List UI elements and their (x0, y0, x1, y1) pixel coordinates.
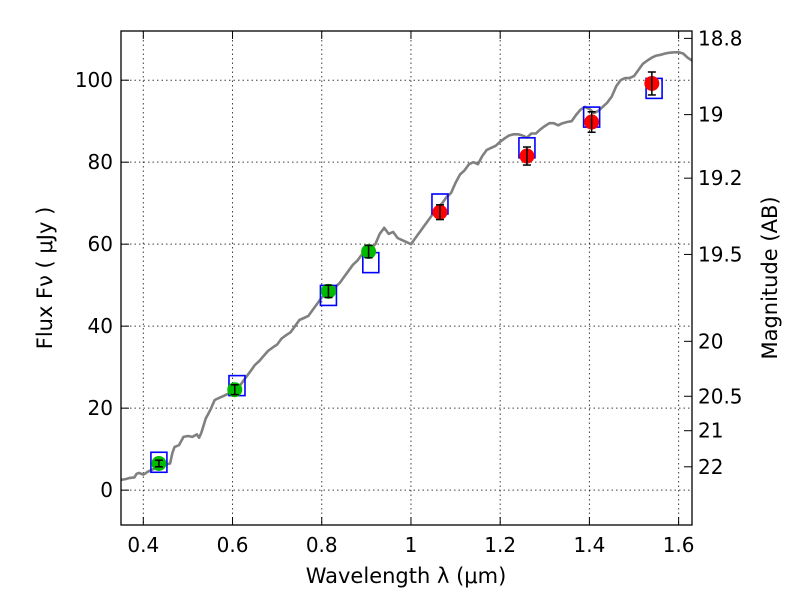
x-tick-label: 1.6 (663, 533, 695, 557)
x-tick-label: 0.8 (306, 533, 338, 557)
y-tick-label: 0 (100, 478, 113, 502)
y-tick-label: 100 (75, 68, 113, 92)
right-tick-label: 18.8 (698, 26, 743, 50)
right-tick-label: 19.2 (698, 166, 743, 190)
plot-frame (120, 30, 693, 526)
y-tick-label: 80 (88, 150, 113, 174)
y-axis-right-label: Magnitude (AB) (758, 196, 782, 359)
right-tick-label: 19.5 (698, 242, 743, 266)
x-tick-label: 0.6 (217, 533, 249, 557)
x-tick-label: 1.2 (484, 533, 516, 557)
right-tick-label: 19 (698, 103, 723, 127)
right-tick-label: 20.5 (698, 384, 743, 408)
y-tick-label: 20 (88, 396, 113, 420)
plot-area (121, 51, 692, 482)
right-tick-label: 21 (698, 419, 723, 443)
x-tick-label: 0.4 (127, 533, 159, 557)
x-tick-label: 1 (405, 533, 418, 557)
y-tick-label: 40 (88, 314, 113, 338)
x-tick-label: 1.4 (573, 533, 605, 557)
y-tick-label: 60 (88, 232, 113, 256)
model-band-square (150, 451, 168, 474)
spectrum-line (121, 51, 692, 482)
x-axis-label: Wavelength λ (μm) (306, 564, 507, 588)
right-tick-label: 20 (698, 329, 723, 353)
grid (121, 31, 692, 525)
right-tick-label: 22 (698, 455, 723, 479)
y-axis-label: Flux Fν ( μJy ) (33, 207, 57, 350)
axis-ticks: 0.4 0.6 0.8 1 1.2 1.4 1.6 0 20 40 60 80 100 18.8 19 19.… (75, 26, 743, 557)
